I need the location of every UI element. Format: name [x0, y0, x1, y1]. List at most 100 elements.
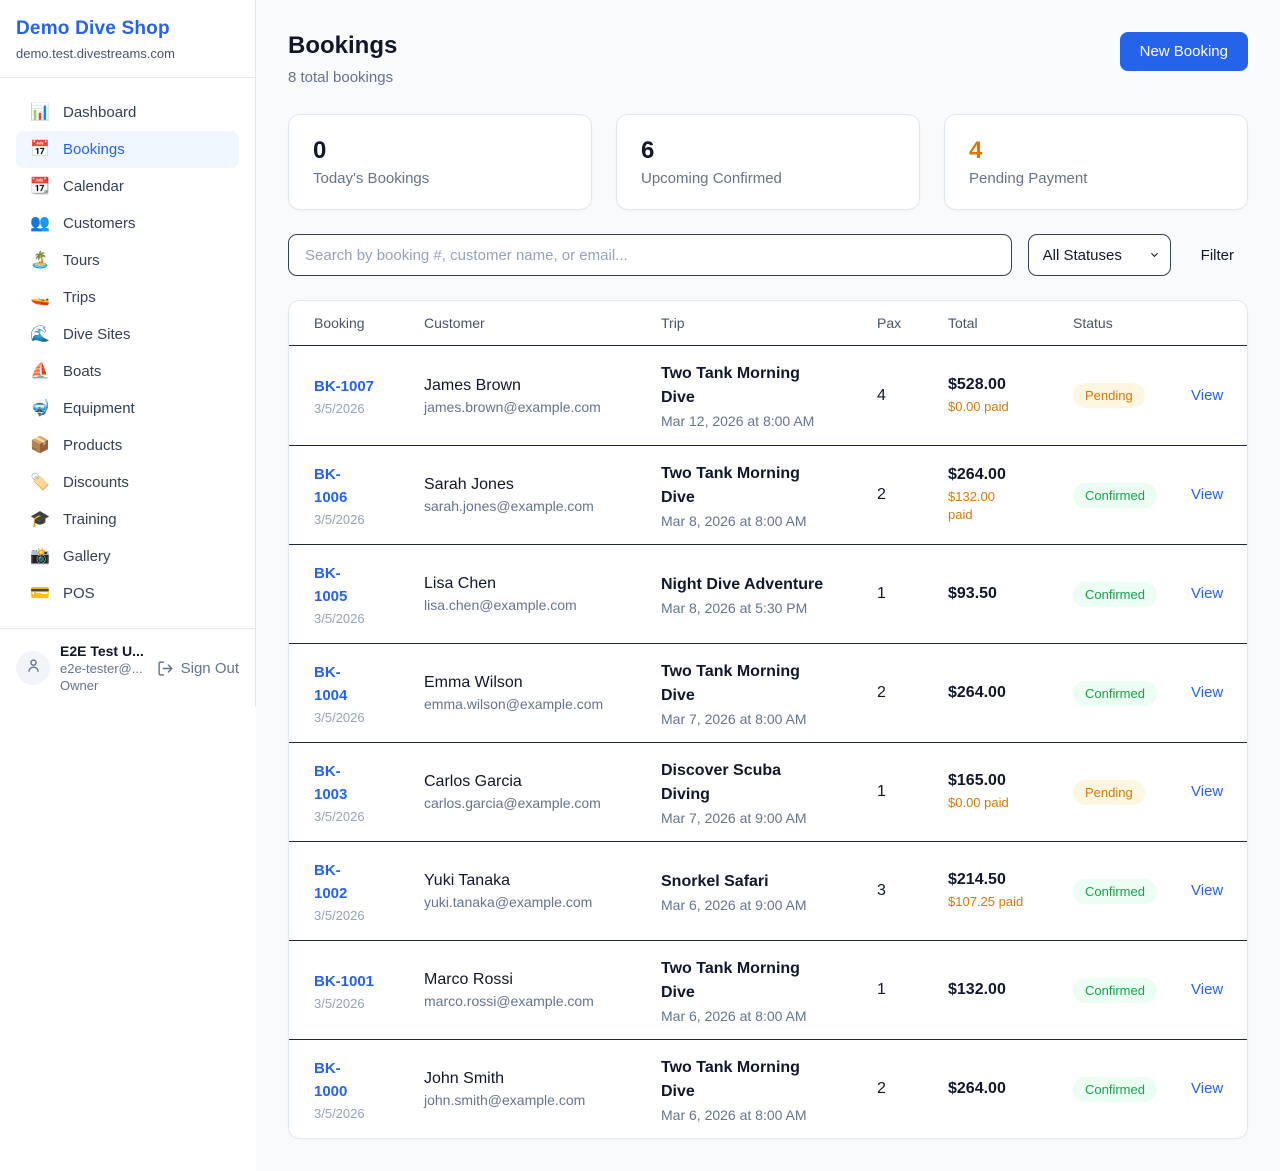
sidebar-item-discounts[interactable]: 🏷️ Discounts	[16, 464, 239, 501]
booking-date: 3/5/2026	[314, 710, 365, 725]
column-header-trip: Trip	[661, 315, 685, 331]
paid-amount: $132.00 paid	[948, 489, 995, 522]
new-booking-button[interactable]: New Booking	[1119, 32, 1248, 71]
calendar-icon: 📅	[30, 140, 50, 158]
sidebar-item-training[interactable]: 🎓 Training	[16, 501, 239, 538]
status-filter-select[interactable]: All Statuses	[1027, 234, 1171, 276]
booking-date: 3/5/2026	[314, 995, 365, 1011]
customer-email: john.smith@example.com	[424, 1092, 586, 1108]
sign-out-button[interactable]: Sign Out	[157, 660, 239, 677]
page-subtitle: 8 total bookings	[288, 69, 394, 86]
customer-email: marco.rossi@example.com	[424, 993, 594, 1009]
total-amount: $264.00	[948, 466, 1006, 483]
view-link[interactable]: View	[1191, 981, 1224, 998]
page-title: Bookings	[288, 32, 398, 59]
customer-name: Yuki Tanaka	[424, 872, 510, 889]
brand-name: Demo Dive Shop	[16, 18, 170, 39]
view-link[interactable]: View	[1191, 783, 1224, 800]
status-badge: Confirmed	[1073, 581, 1157, 607]
sidebar-item-products[interactable]: 📦 Products	[16, 427, 239, 464]
booking-id-link[interactable]: BK- 1000	[314, 1060, 348, 1100]
stat-value: 6	[641, 137, 655, 164]
sidebar-item-label: Dashboard	[63, 104, 137, 121]
customer-name: John Smith	[424, 1070, 505, 1087]
view-link[interactable]: View	[1191, 1080, 1224, 1097]
people-icon: 👥	[30, 214, 50, 232]
table-row: BK- 1005 3/5/2026 Lisa Chen lisa.chen@ex…	[289, 544, 1247, 643]
sidebar-item-customers[interactable]: 👥 Customers	[16, 205, 239, 242]
stat-card: 6 Upcoming Confirmed	[616, 114, 920, 210]
filter-button[interactable]: Filter	[1200, 246, 1234, 264]
sidebar-item-dive-sites[interactable]: 🌊 Dive Sites	[16, 316, 239, 353]
booking-id-link[interactable]: BK-1007	[314, 378, 375, 395]
customer-email: emma.wilson@example.com	[424, 696, 604, 712]
status-badge: Pending	[1073, 383, 1145, 408]
sidebar-item-dashboard[interactable]: 📊 Dashboard	[16, 94, 239, 131]
trip-name: Two Tank Morning Dive	[661, 959, 800, 1001]
booking-id-link[interactable]: BK- 1006	[314, 466, 348, 506]
sidebar-item-trips[interactable]: 🚤 Trips	[16, 279, 239, 316]
view-link[interactable]: View	[1191, 585, 1224, 602]
bar-chart-icon: 📊	[30, 103, 50, 121]
speedboat-icon: 🚤	[30, 288, 50, 306]
booking-id-link[interactable]: BK- 1002	[314, 862, 348, 902]
sidebar-item-equipment[interactable]: 🤿 Equipment	[16, 390, 239, 427]
sidebar-item-label: Trips	[63, 289, 96, 306]
booking-date: 3/5/2026	[314, 809, 365, 824]
pax-count: 1	[877, 981, 886, 998]
user-info: E2E Test U... e2e-tester@... Owner	[60, 643, 144, 693]
booking-id-link[interactable]: BK- 1005	[314, 565, 348, 605]
trip-name: Two Tank Morning Dive	[661, 464, 800, 506]
stat-label: Pending Payment	[969, 170, 1088, 187]
sidebar-item-label: Customers	[63, 215, 136, 232]
sidebar-item-boats[interactable]: ⛵ Boats	[16, 353, 239, 390]
logout-icon	[157, 660, 174, 677]
search-input[interactable]	[288, 234, 1012, 276]
customer-name: Carlos Garcia	[424, 773, 522, 790]
stat-value: 0	[313, 137, 327, 164]
sidebar-item-tours[interactable]: 🏝️ Tours	[16, 242, 239, 279]
sidebar-item-gallery[interactable]: 📸 Gallery	[16, 538, 239, 575]
view-link[interactable]: View	[1191, 684, 1224, 701]
trip-datetime: Mar 7, 2026 at 8:00 AM	[661, 710, 807, 727]
booking-id-link[interactable]: BK-1001	[314, 972, 375, 990]
stat-value: 4	[969, 137, 983, 164]
trip-datetime: Mar 8, 2026 at 8:00 AM	[661, 512, 807, 529]
island-icon: 🏝️	[30, 251, 50, 269]
user-name: E2E Test U...	[60, 643, 144, 659]
sidebar-item-calendar[interactable]: 📆 Calendar	[16, 168, 239, 205]
sidebar-item-bookings[interactable]: 📅 Bookings	[16, 131, 239, 168]
status-select-wrap: All Statuses	[1027, 234, 1171, 276]
sidebar-item-label: Tours	[63, 252, 100, 269]
paid-amount: $0.00 paid	[948, 795, 1009, 810]
view-link[interactable]: View	[1191, 386, 1224, 404]
sidebar-item-label: Gallery	[63, 548, 111, 565]
sidebar-item-pos[interactable]: 💳 POS	[16, 575, 239, 612]
booking-id-link[interactable]: BK- 1003	[314, 763, 348, 803]
stat-label: Upcoming Confirmed	[641, 170, 782, 187]
booking-date: 3/5/2026	[314, 611, 365, 626]
tear-off-calendar-icon: 📆	[30, 177, 50, 195]
stats-row: 0 Today's Bookings 6 Upcoming Confirmed …	[288, 114, 1248, 210]
main-content: Bookings 8 total bookings New Booking 0 …	[256, 0, 1280, 1171]
sidebar-item-label: Products	[63, 437, 123, 454]
customer-name: Sarah Jones	[424, 476, 514, 493]
brand-domain: demo.test.divestreams.com	[16, 46, 175, 61]
user-email: e2e-tester@...	[60, 661, 143, 676]
brand: Demo Dive Shop demo.test.divestreams.com	[0, 0, 255, 78]
view-link[interactable]: View	[1191, 486, 1224, 503]
customer-name: Marco Rossi	[424, 971, 513, 988]
sidebar-item-label: Bookings	[63, 141, 125, 158]
table-row: BK- 1002 3/5/2026 Yuki Tanaka yuki.tanak…	[289, 841, 1247, 940]
pax-count: 4	[877, 386, 886, 404]
total-amount: $165.00	[948, 772, 1006, 789]
paid-amount: $107.25 paid	[948, 894, 1024, 909]
table-row: BK- 1006 3/5/2026 Sarah Jones sarah.jone…	[289, 445, 1247, 544]
table-row: BK-1007 3/5/2026 James Brown james.brown…	[289, 346, 1247, 445]
total-amount: $132.00	[948, 981, 1006, 998]
view-link[interactable]: View	[1191, 882, 1224, 899]
status-badge: Pending	[1073, 779, 1145, 805]
table-row: BK-1001 3/5/2026 Marco Rossi marco.rossi…	[289, 940, 1247, 1039]
status-badge: Confirmed	[1073, 482, 1157, 508]
booking-id-link[interactable]: BK- 1004	[314, 664, 348, 704]
